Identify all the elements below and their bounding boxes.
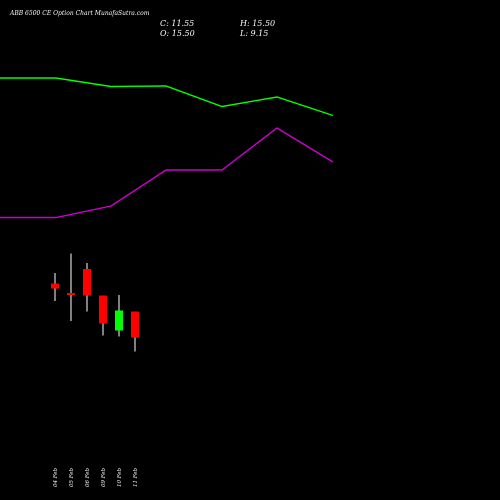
candle-body xyxy=(51,283,59,289)
indicator-lines xyxy=(0,77,334,219)
date-label: 10 Feb xyxy=(117,467,123,487)
candle-body xyxy=(67,293,75,295)
candle xyxy=(99,295,107,336)
date-label: 04 Feb xyxy=(53,467,59,487)
candle xyxy=(131,311,139,352)
candle-body xyxy=(99,295,107,324)
low-value: L: 9.15 xyxy=(240,29,269,38)
candle-body xyxy=(83,269,91,296)
close-value: C: 11.55 xyxy=(160,19,195,28)
candle-body xyxy=(131,311,139,338)
candle xyxy=(115,295,123,337)
indicator-line-1 xyxy=(0,77,334,117)
high-value: H: 15.50 xyxy=(240,19,276,28)
date-label: 11 Feb xyxy=(133,467,139,487)
date-label: 05 Feb xyxy=(69,467,75,487)
date-label: 09 Feb xyxy=(101,467,107,487)
indicator-line-2 xyxy=(0,127,334,219)
candle xyxy=(51,273,59,301)
chart-title: ABB 6500 CE Option Chart MunafaSutra.com xyxy=(10,10,150,17)
date-label: 06 Feb xyxy=(85,467,91,487)
open-value: O: 15.50 xyxy=(160,29,195,38)
candle xyxy=(83,263,91,312)
candle-body xyxy=(115,310,123,331)
date-labels: 04 Feb 05 Feb 06 Feb 09 Feb 10 Feb 11 Feb xyxy=(53,467,139,487)
candle xyxy=(67,253,75,321)
candles xyxy=(51,253,139,352)
